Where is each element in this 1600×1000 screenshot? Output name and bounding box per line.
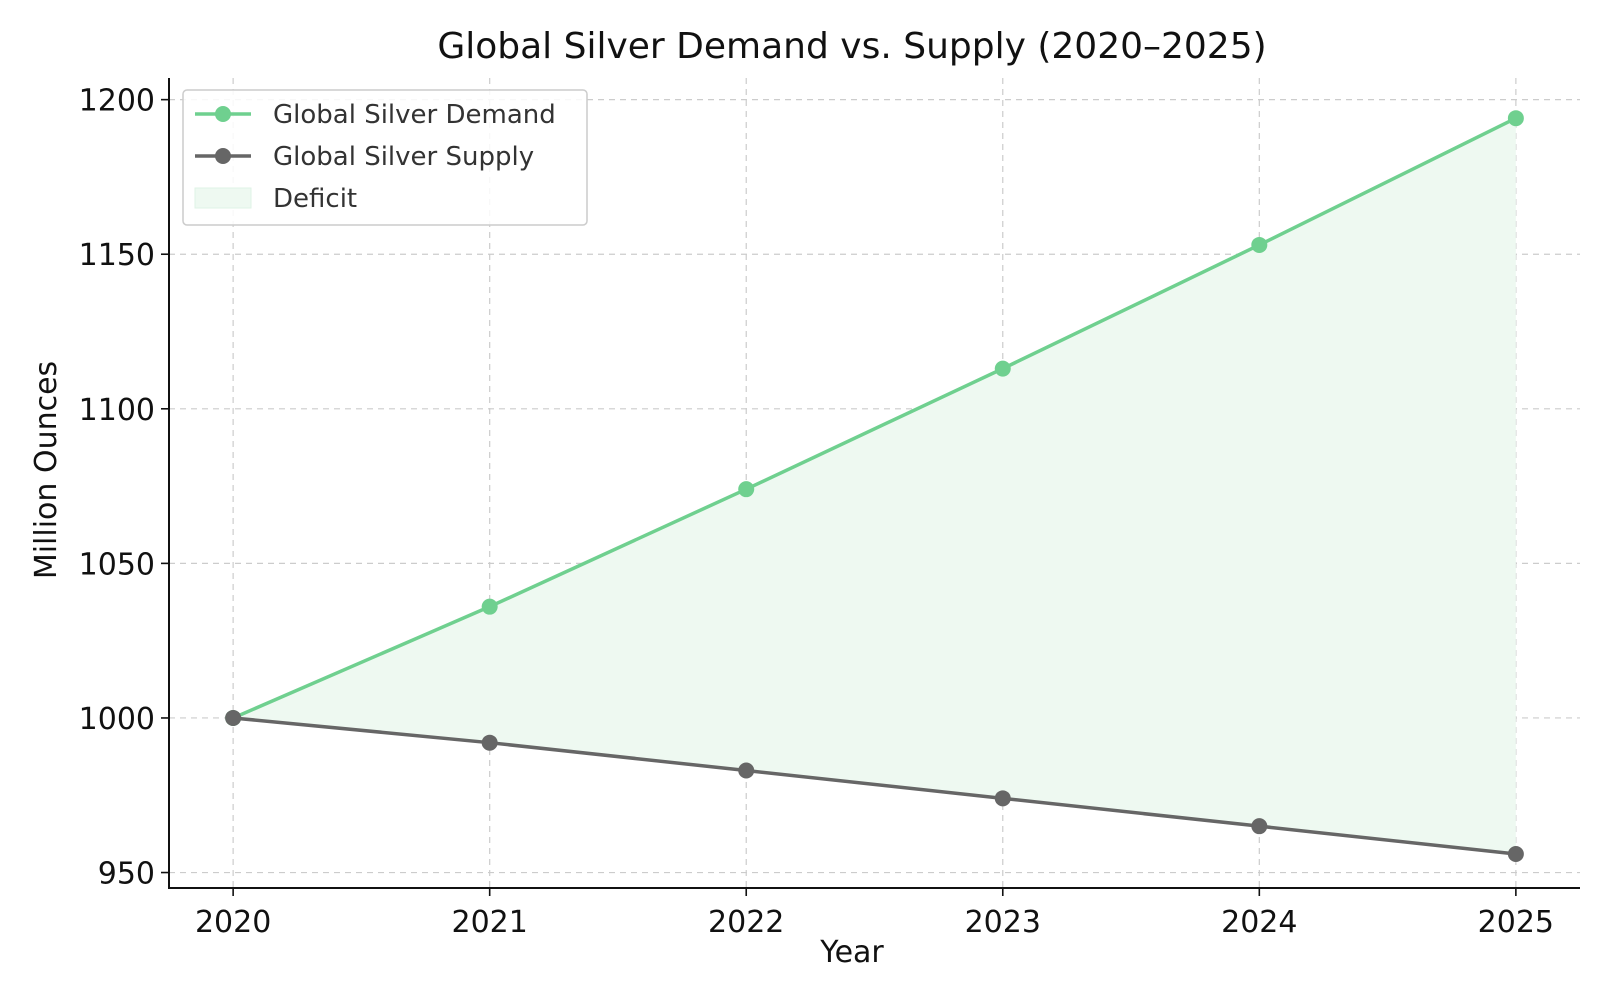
y-tick-label-1100: 1100 — [79, 393, 155, 428]
tick-labels: 2020 2021 2022 2023 2024 2025 950 1000 1050 1100 1… — [79, 84, 1554, 940]
legend-demand-label: Global Silver Demand — [273, 100, 556, 130]
y-tick-label-1050: 1050 — [79, 547, 155, 582]
axis-spines — [168, 78, 1580, 889]
legend-deficit-label: Deficit — [273, 184, 357, 214]
axes — [161, 78, 1580, 896]
y-axis-label: Million Ounces — [29, 361, 64, 579]
deficit-area-layer — [233, 118, 1516, 854]
legend-demand-marker — [215, 106, 231, 122]
global-silver-supply-point-2023 — [994, 790, 1011, 807]
x-tick-label-2023: 2023 — [965, 905, 1041, 940]
chart-title: Global Silver Demand vs. Supply (2020–20… — [437, 26, 1266, 67]
global-silver-supply-point-2020 — [225, 709, 242, 726]
global-silver-demand-point-2021 — [481, 598, 498, 615]
global-silver-supply-point-2022 — [738, 762, 755, 779]
y-tick-label-1000: 1000 — [79, 702, 155, 737]
x-tick-label-2022: 2022 — [708, 905, 784, 940]
y-tick-label-1200: 1200 — [79, 84, 155, 119]
global-silver-demand-point-2025 — [1507, 110, 1524, 127]
global-silver-supply-line — [232, 716, 1517, 856]
deficit-area — [233, 118, 1516, 854]
x-tick-label-2020: 2020 — [195, 905, 271, 940]
global-silver-supply-point-2025 — [1507, 845, 1524, 862]
x-tick-label-2024: 2024 — [1221, 905, 1297, 940]
global-silver-demand-point-2024 — [1251, 236, 1268, 253]
x-tick-label-2025: 2025 — [1478, 905, 1554, 940]
global-silver-supply-point-2021 — [481, 734, 498, 751]
x-tick-label-2021: 2021 — [452, 905, 528, 940]
global-silver-supply-point-2024 — [1251, 818, 1268, 835]
legend-box — [182, 89, 588, 226]
global-silver-demand-line — [232, 116, 1517, 720]
legend-deficit-swatch — [194, 187, 252, 209]
y-tick-label-1150: 1150 — [79, 238, 155, 273]
y-tick-label-950: 950 — [98, 857, 155, 892]
global-silver-demand-point-2023 — [994, 360, 1011, 377]
legend-supply-label: Global Silver Supply — [273, 142, 534, 172]
x-axis-label: Year — [819, 935, 884, 970]
legend: Global Silver Demand Global Silver Suppl… — [182, 89, 588, 226]
global-silver-demand-point-2022 — [738, 481, 755, 498]
legend-supply-marker — [215, 148, 231, 164]
series-layer — [225, 110, 1524, 862]
